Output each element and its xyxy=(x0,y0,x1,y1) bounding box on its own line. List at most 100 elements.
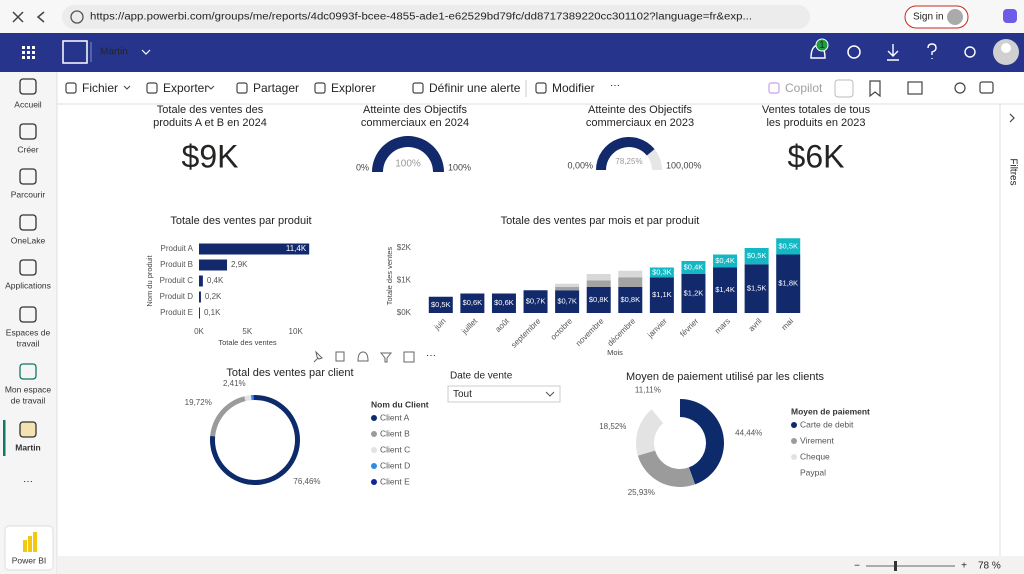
zoom-thumb[interactable] xyxy=(894,561,897,571)
bar-segment xyxy=(460,293,485,313)
slicer-caret[interactable] xyxy=(545,391,555,397)
toolbar-item[interactable]: Définir une alerte xyxy=(429,81,521,95)
card-title: les produits en 2023 xyxy=(766,117,865,129)
nav-item[interactable]: Applications xyxy=(5,280,51,290)
nav-item[interactable]: OneLake xyxy=(11,235,46,245)
donut-slice xyxy=(680,399,725,485)
toolbar-icon[interactable] xyxy=(535,82,547,94)
focus-icon[interactable] xyxy=(403,351,415,363)
x-tick-label: septembre xyxy=(509,316,542,349)
reset[interactable] xyxy=(834,79,854,98)
nav-icon[interactable] xyxy=(19,363,37,380)
download[interactable] xyxy=(887,44,899,61)
url[interactable]: https://app.powerbi.com/groups/me/report… xyxy=(90,12,752,23)
card-title: Totale des ventes des xyxy=(157,104,264,116)
nav-item[interactable]: de travail xyxy=(11,395,46,405)
toolbar-item[interactable]: Exporter xyxy=(163,81,208,95)
filter-icon[interactable] xyxy=(379,352,393,363)
caret[interactable] xyxy=(207,85,215,90)
toolbar-icon[interactable] xyxy=(412,82,424,94)
visual-more[interactable]: ⋯ xyxy=(426,351,436,362)
nav-item[interactable]: Martin xyxy=(15,442,41,452)
pin-icon[interactable] xyxy=(313,350,323,363)
help[interactable] xyxy=(927,43,937,59)
refresh[interactable] xyxy=(954,82,966,94)
profile[interactable] xyxy=(947,9,963,25)
bar-segment xyxy=(586,280,611,287)
nav-items: Accueil Créer Parcourir OneLake Applications… xyxy=(5,78,52,452)
workspace-caret[interactable] xyxy=(141,49,151,55)
nav-item[interactable]: Accueil xyxy=(14,99,42,109)
data-label: 0,1K xyxy=(204,308,221,317)
comment[interactable] xyxy=(979,81,994,94)
nav-selected xyxy=(3,420,6,456)
donut-slice xyxy=(636,409,664,456)
slicer-dropdown[interactable] xyxy=(447,385,561,403)
data-label: 2,41% xyxy=(223,379,246,388)
bar-segment xyxy=(428,296,453,313)
toolbar-icon[interactable] xyxy=(236,82,248,94)
toolbar-item[interactable]: Partager xyxy=(253,81,299,95)
toolbar-item[interactable]: Modifier xyxy=(552,81,595,95)
nav-item[interactable]: travail xyxy=(17,338,40,348)
nav-icon[interactable] xyxy=(19,78,37,95)
more[interactable]: ⋯ xyxy=(610,81,620,92)
data-label: $0,3K xyxy=(652,267,672,276)
caret[interactable] xyxy=(123,85,131,90)
copilot-icon[interactable] xyxy=(1003,9,1017,23)
bar-segment xyxy=(618,270,643,278)
legend-swatch xyxy=(371,479,377,485)
address-bar[interactable] xyxy=(62,5,810,29)
status-bar xyxy=(57,556,1024,574)
view[interactable] xyxy=(907,81,923,95)
feedback[interactable] xyxy=(964,46,976,58)
y-tick-label: $1K xyxy=(397,276,412,285)
badge xyxy=(815,38,829,52)
sign-in[interactable]: Sign in xyxy=(913,12,944,23)
settings[interactable] xyxy=(847,45,861,59)
nav-icon[interactable] xyxy=(19,306,37,323)
nav-item[interactable]: Créer xyxy=(17,144,38,154)
app-tile[interactable]: Power BI xyxy=(12,555,47,565)
filters[interactable]: Filtres xyxy=(1007,158,1018,185)
toolbar-icon[interactable] xyxy=(146,82,158,94)
workspace[interactable]: Martin xyxy=(100,47,128,58)
copy-icon[interactable] xyxy=(335,351,345,362)
toolbar-icon[interactable] xyxy=(314,82,326,94)
bar xyxy=(199,275,203,287)
toolbar-icon[interactable] xyxy=(65,82,77,94)
alert-icon[interactable] xyxy=(357,351,369,362)
gauge-value: 100% xyxy=(395,159,421,170)
toolbar-item[interactable]: Copilot xyxy=(785,81,823,95)
legend-swatch xyxy=(791,438,797,444)
nav-item[interactable]: Parcourir xyxy=(11,189,46,199)
slicer-value[interactable]: Tout xyxy=(453,389,472,400)
nav-icon[interactable] xyxy=(19,214,37,231)
gauge-fill xyxy=(596,136,655,170)
back[interactable] xyxy=(36,11,45,23)
app-launcher[interactable] xyxy=(22,46,35,59)
zoom-in[interactable]: + xyxy=(961,561,967,572)
x-tick-label: 5K xyxy=(242,327,252,336)
nav-item[interactable]: Espaces de xyxy=(6,327,51,337)
nav-icon[interactable] xyxy=(19,168,37,185)
close-tab[interactable] xyxy=(12,11,24,23)
nav-item[interactable]: Mon espace xyxy=(5,384,52,394)
toolbar-item[interactable]: Explorer xyxy=(331,81,376,95)
y-tick-label: Produit B xyxy=(160,260,193,269)
legend-swatch xyxy=(371,431,377,437)
nav-icon[interactable] xyxy=(19,123,37,140)
toolbar-icon[interactable] xyxy=(768,82,780,94)
filters-toggle[interactable] xyxy=(1009,113,1015,123)
bar-segment xyxy=(649,277,674,313)
nav-icon[interactable] xyxy=(19,421,37,438)
zoom-out[interactable]: − xyxy=(854,561,860,572)
nav-icon[interactable] xyxy=(19,259,37,276)
bar-segment xyxy=(713,267,738,313)
chart-title: Totale des ventes par produit xyxy=(170,215,311,227)
toolbar-item[interactable]: Fichier xyxy=(82,81,118,95)
nav-more[interactable]: ⋯ xyxy=(23,477,33,488)
bookmark[interactable] xyxy=(869,80,881,98)
data-label: 0,2K xyxy=(205,292,222,301)
site-info[interactable] xyxy=(70,10,84,24)
